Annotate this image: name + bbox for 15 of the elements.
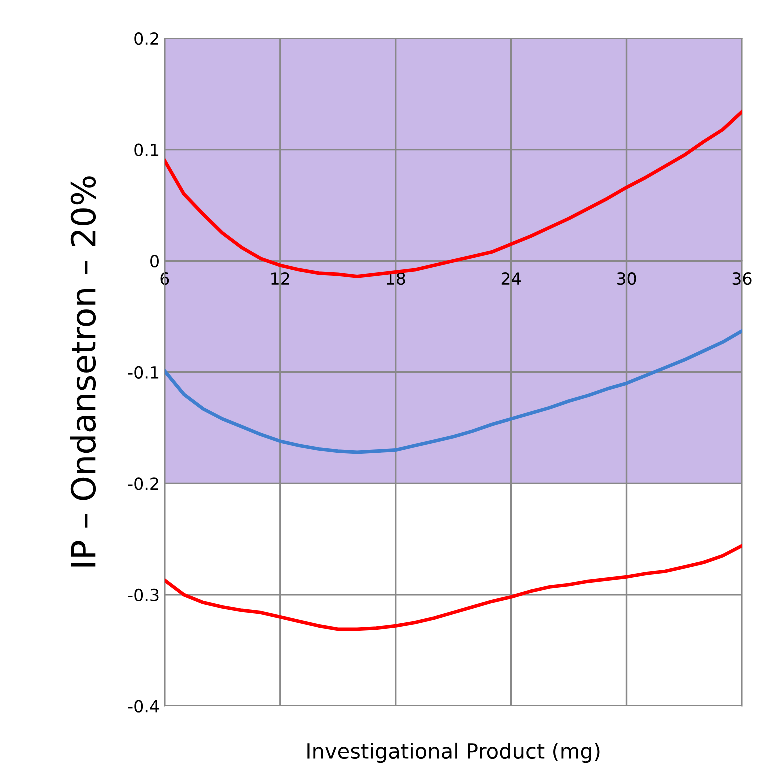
y-tick-label: 0.1 (134, 144, 159, 156)
y-tick-label: 0.2 (134, 32, 158, 46)
y-tick-label: -0.1 (128, 366, 159, 379)
x-tick-label: 36 (732, 272, 752, 286)
y-tick-label: 0 (150, 255, 159, 268)
y-axis-title: IP – Ondansetron – 20% (70, 176, 96, 567)
y-tick-label: -0.2 (128, 478, 158, 490)
x-tick-label: 24 (502, 272, 521, 285)
y-tick-label: -0.4 (128, 700, 160, 713)
line-series (164, 544, 742, 632)
x-axis-title: Investigational Product (mg) (308, 742, 600, 764)
x-tick-label: 12 (272, 272, 290, 285)
x-tick-label: 30 (617, 272, 636, 286)
y-tick-label: -0.3 (128, 588, 159, 602)
line-series (164, 329, 742, 454)
